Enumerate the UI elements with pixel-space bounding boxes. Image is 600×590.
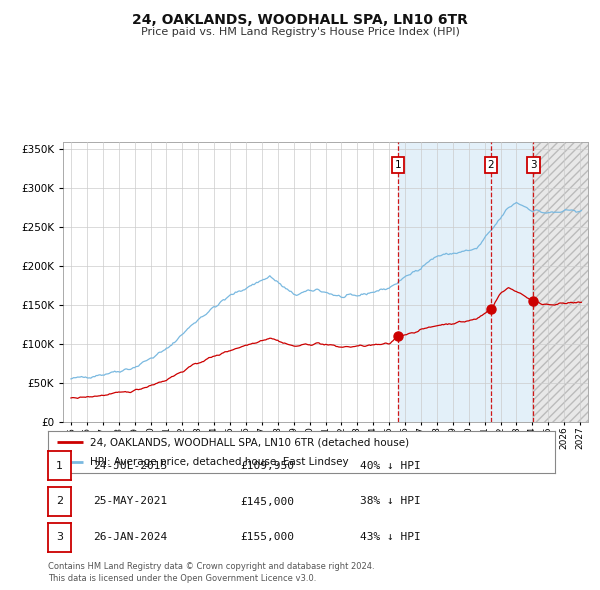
Text: 3: 3	[56, 533, 63, 542]
Text: 24, OAKLANDS, WOODHALL SPA, LN10 6TR: 24, OAKLANDS, WOODHALL SPA, LN10 6TR	[132, 13, 468, 27]
Text: 38% ↓ HPI: 38% ↓ HPI	[360, 497, 421, 506]
Text: 24, OAKLANDS, WOODHALL SPA, LN10 6TR (detached house): 24, OAKLANDS, WOODHALL SPA, LN10 6TR (de…	[89, 437, 409, 447]
Text: 3: 3	[530, 160, 537, 170]
Text: £145,000: £145,000	[240, 497, 294, 506]
Text: 26-JAN-2024: 26-JAN-2024	[93, 533, 167, 542]
Bar	[398, 142, 533, 422]
Text: 43% ↓ HPI: 43% ↓ HPI	[360, 533, 421, 542]
Text: 40% ↓ HPI: 40% ↓ HPI	[360, 461, 421, 470]
Bar	[533, 142, 588, 422]
Text: HPI: Average price, detached house, East Lindsey: HPI: Average price, detached house, East…	[89, 457, 348, 467]
Text: £155,000: £155,000	[240, 533, 294, 542]
Text: 1: 1	[56, 461, 63, 470]
Text: Contains HM Land Registry data © Crown copyright and database right 2024.
This d: Contains HM Land Registry data © Crown c…	[48, 562, 374, 583]
Text: 1: 1	[395, 160, 401, 170]
Text: Price paid vs. HM Land Registry's House Price Index (HPI): Price paid vs. HM Land Registry's House …	[140, 27, 460, 37]
Text: 25-MAY-2021: 25-MAY-2021	[93, 497, 167, 506]
Text: £109,950: £109,950	[240, 461, 294, 470]
Text: 2: 2	[488, 160, 494, 170]
Text: 2: 2	[56, 497, 63, 506]
Text: 24-JUL-2015: 24-JUL-2015	[93, 461, 167, 470]
